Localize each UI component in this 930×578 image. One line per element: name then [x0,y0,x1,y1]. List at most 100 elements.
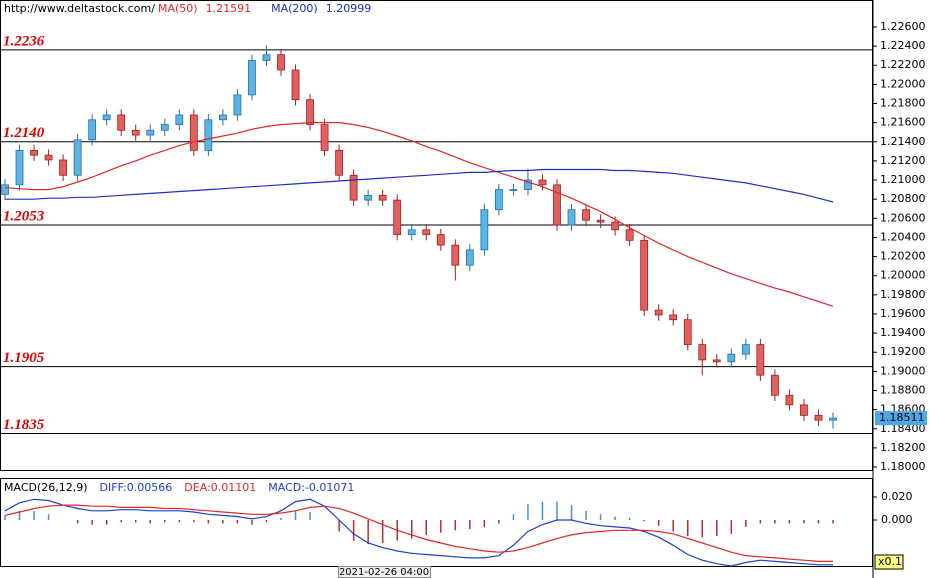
candle-body [451,244,460,266]
legend-value: 1.20999 [326,2,372,15]
y-tick-label: 0.020 [881,490,913,503]
candle-body [349,174,358,201]
candle-body [727,353,736,363]
candle-body [524,179,532,191]
level-label: 1.1905 [3,350,45,366]
y-tick-label: 1.21400 [880,135,926,148]
price-panel [0,0,873,471]
y-tick-label: 1.19600 [880,307,926,320]
candle-body [393,199,402,235]
candle-body [553,184,561,226]
candle-body [175,114,184,125]
last-price-label: 1.18511 [879,411,925,424]
y-tick-label: 1.19800 [880,288,926,301]
candle-body [509,189,518,192]
candle-body [30,149,38,156]
legend-value: -0.01071 [305,481,354,494]
candle-body [698,344,707,361]
legend-name: DEA: [184,481,210,494]
candle-body [407,229,416,235]
candle-body [102,114,111,121]
legend-name: MACD: [268,481,305,494]
candle-body [306,99,314,125]
candle-body [596,219,605,223]
y-tick-label: 1.19200 [880,345,926,358]
y-tick-label: 1.22200 [880,58,926,71]
candle-body [233,94,242,116]
y-tick-label: 1.21800 [880,97,926,110]
y-tick-label: 0.000 [881,513,913,526]
candle-body [785,394,794,406]
y-tick-label: 1.20200 [880,250,926,263]
last-price-box [875,411,927,426]
level-label: 1.2140 [3,125,45,141]
candle-body [683,319,692,345]
macd-title: MACD(26,12,9) [4,481,88,494]
level-label: 1.2236 [3,33,45,49]
ma-line [4,122,834,307]
candle-body [770,374,779,396]
candle-body [378,194,387,201]
candle-body [800,404,808,416]
candle-body [262,54,271,61]
candle-body [814,414,823,421]
ma-line [5,168,834,203]
candle-body [829,417,837,421]
candle-body [741,344,750,355]
y-tick-label: 1.20400 [880,230,926,243]
diff-line [4,498,833,567]
candle-body [640,239,649,311]
dea-line [4,504,833,562]
candle-body [756,344,765,376]
candle-body [15,149,24,186]
candle-body [117,114,126,131]
candle-body [436,234,445,246]
legend-name: DIFF: [100,481,127,494]
y-tick-label: 1.22000 [880,77,926,90]
candle-body [335,149,344,176]
y-tick-label: 1.18200 [880,441,926,454]
candle-body [160,124,169,131]
candle-body [277,54,285,71]
y-tick-label: 1.20600 [880,211,926,224]
scale-box [874,554,904,570]
candle-body [1,184,9,195]
level-label: 1.1835 [3,417,45,433]
candle-body [248,60,256,96]
candle-body [73,139,82,176]
candle-body [654,309,663,316]
site-url: http://www.deltastock.com/ [4,2,155,15]
candle-body [669,314,678,321]
legend-value: 0.00566 [127,481,173,494]
scale-label: x0.1 [878,555,902,568]
candle-body [131,129,140,136]
y-tick-label: 1.18000 [880,460,926,473]
candle-body [480,209,489,251]
candle-body [291,69,300,101]
y-tick-label: 1.21000 [880,173,926,186]
legend-name: MA(200) [271,2,318,15]
legend-value: 1.21591 [206,2,252,15]
candle-body [567,209,576,226]
cursor-date: 2021-02-26 04:00 [339,567,429,578]
y-tick-label: 1.22400 [880,39,926,52]
candle-body [59,159,68,176]
candle-body [582,209,590,221]
candle-body [422,229,431,235]
candle-body [88,119,97,141]
level-label: 1.2053 [3,208,45,224]
y-tick-label: 1.20800 [880,192,926,205]
y-tick-label: 1.22600 [880,20,926,33]
candle-body [494,189,503,211]
y-tick-label: 1.18800 [880,384,926,397]
candle-body [204,119,213,151]
candle-body [538,179,547,186]
candle-body [712,359,721,363]
candle-body [44,154,53,161]
legend-value: 0.01101 [211,481,257,494]
y-tick-label: 1.21200 [880,154,926,167]
candle-body [611,221,620,231]
y-tick-label: 1.20000 [880,269,926,282]
candle-body [364,194,373,201]
